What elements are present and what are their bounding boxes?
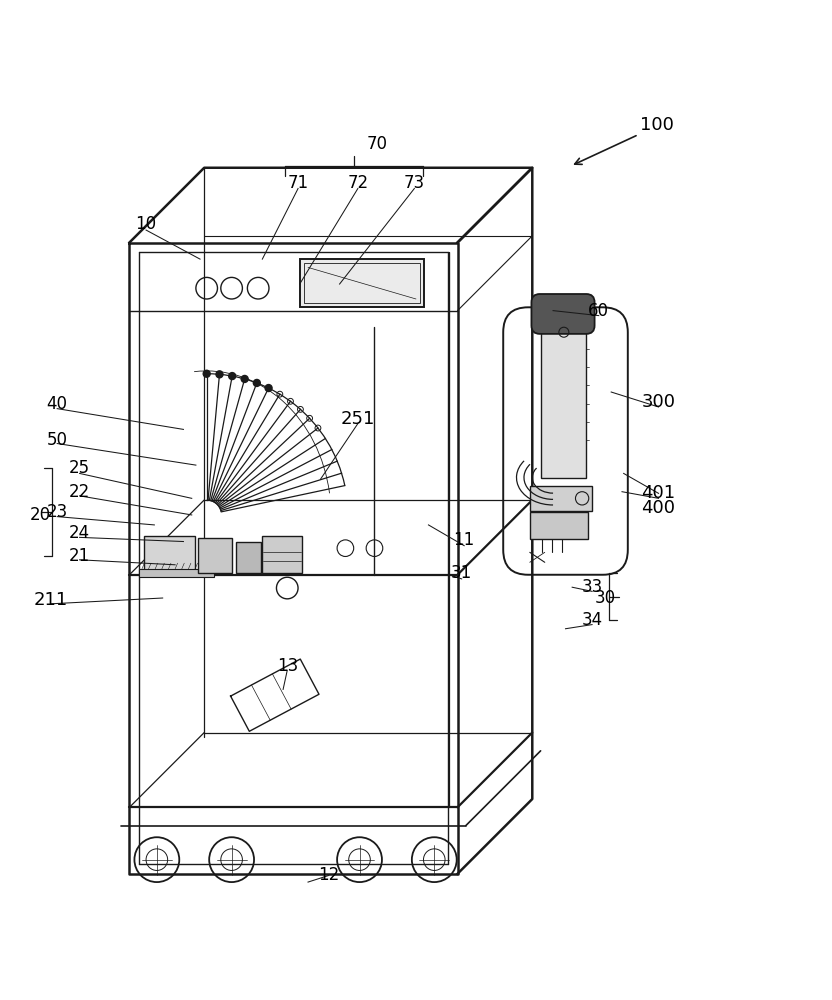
Bar [262,536,302,573]
Text: 13: 13 [276,657,298,675]
Circle shape [265,385,272,392]
Bar [235,542,260,573]
Text: 33: 33 [582,578,602,596]
Bar [144,536,195,573]
Bar [530,512,588,539]
Bar [530,486,592,511]
Text: 400: 400 [641,499,676,517]
Text: 25: 25 [69,459,90,477]
Text: 34: 34 [582,611,602,629]
Text: 12: 12 [318,866,339,884]
Text: 23: 23 [47,503,67,521]
Text: 60: 60 [588,302,609,320]
Text: 31: 31 [451,564,473,582]
Circle shape [203,370,210,377]
Text: 211: 211 [33,591,67,609]
Text: 20: 20 [30,506,51,524]
Text: 30: 30 [595,589,616,607]
Bar [300,259,424,307]
Text: 24: 24 [69,524,90,542]
Text: 70: 70 [366,135,388,153]
Text: 21: 21 [69,547,90,565]
Bar [140,569,214,577]
Text: 11: 11 [453,531,475,549]
Text: 401: 401 [641,484,676,502]
Text: 300: 300 [641,393,676,411]
Circle shape [241,375,248,382]
Text: 50: 50 [47,431,67,449]
Bar [198,538,231,573]
Text: 251: 251 [340,410,375,428]
FancyBboxPatch shape [532,294,595,334]
Text: 40: 40 [47,395,67,413]
Bar [304,263,420,303]
Text: 72: 72 [347,174,369,192]
Text: 22: 22 [69,483,90,501]
Text: 73: 73 [404,174,425,192]
Bar [541,324,587,478]
Text: 10: 10 [136,215,156,233]
Circle shape [229,373,235,380]
Text: 71: 71 [288,174,309,192]
Text: 100: 100 [640,116,674,134]
Circle shape [253,379,260,386]
Circle shape [216,371,223,378]
